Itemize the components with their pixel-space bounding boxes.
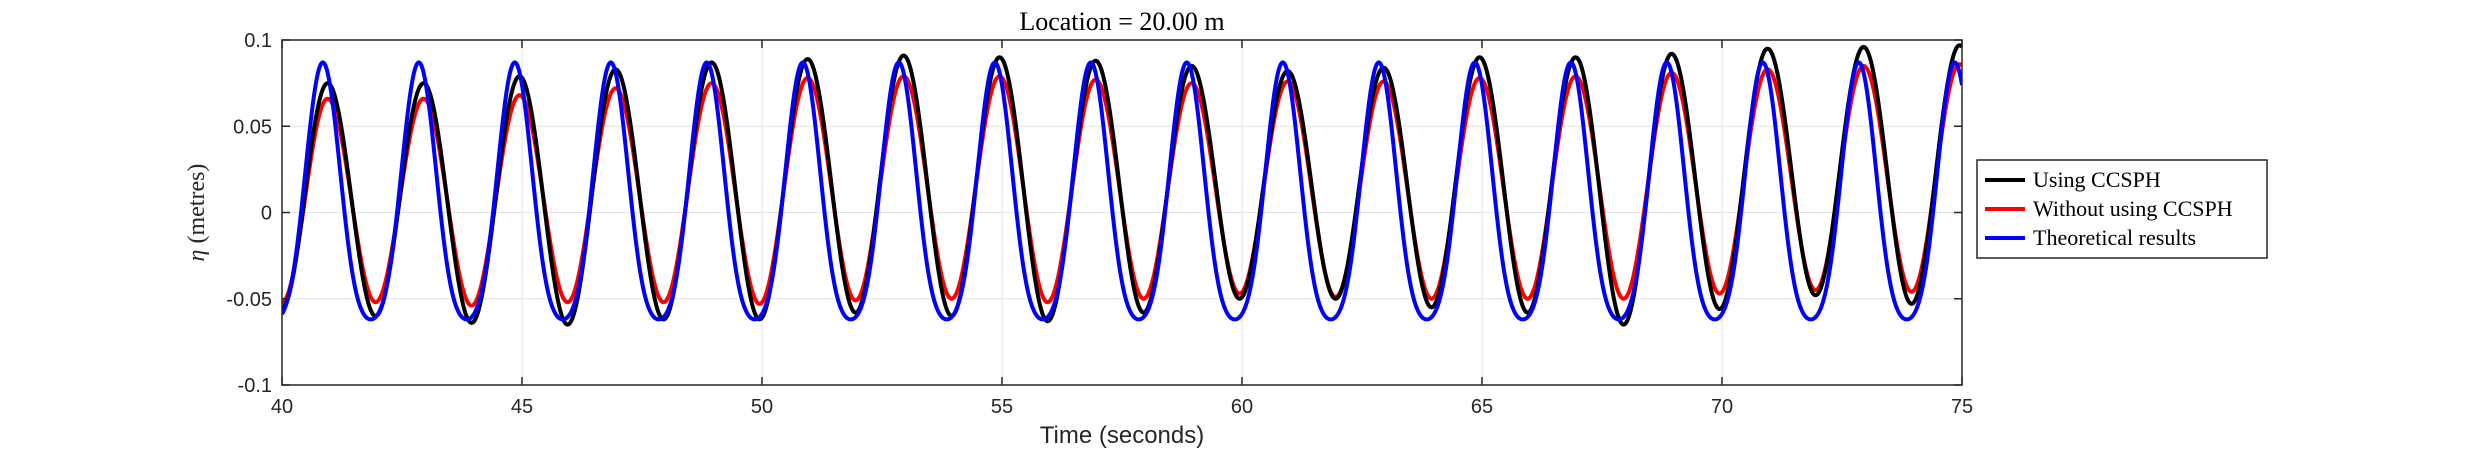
x-tick-label: 70	[1711, 396, 1733, 418]
chart-title: Location = 20.00 m	[1019, 7, 1224, 36]
y-tick-label: 0	[261, 203, 272, 225]
y-axis-unit: (metres)	[184, 164, 210, 244]
legend-label: Theoretical results	[2033, 225, 2196, 250]
y-axis-label: η (metres)	[184, 164, 210, 262]
x-tick-label: 50	[751, 396, 773, 418]
x-axis-label: Time (seconds)	[1040, 422, 1204, 449]
legend-label: Using CCSPH	[2033, 167, 2161, 192]
x-tick-label: 55	[991, 396, 1013, 418]
x-tick-label: 40	[271, 396, 293, 418]
legend: Using CCSPH Without using CCSPH Theoretica…	[1976, 159, 2268, 259]
legend-box	[1976, 159, 2268, 259]
series-line-theoretical-results	[282, 60, 1962, 322]
ticks-layer: 40 45 50 55 60 65 70 75 -0.1 -0.05 0 0.05 0.1	[226, 30, 1973, 418]
y-tick-label: 0.05	[233, 116, 272, 138]
x-tick-label: 45	[511, 396, 533, 418]
x-tick-label: 65	[1471, 396, 1493, 418]
y-axis-symbol: η	[184, 250, 210, 262]
y-tick-label: -0.05	[226, 289, 272, 311]
y-tick-label: 0.1	[244, 30, 272, 52]
x-tick-label: 75	[1951, 396, 1973, 418]
legend-label: Without using CCSPH	[2033, 196, 2233, 221]
series-line-using-ccsph	[282, 43, 1962, 327]
y-tick-label: -0.1	[238, 375, 272, 397]
series-layer	[282, 43, 1962, 327]
x-tick-label: 60	[1231, 396, 1253, 418]
